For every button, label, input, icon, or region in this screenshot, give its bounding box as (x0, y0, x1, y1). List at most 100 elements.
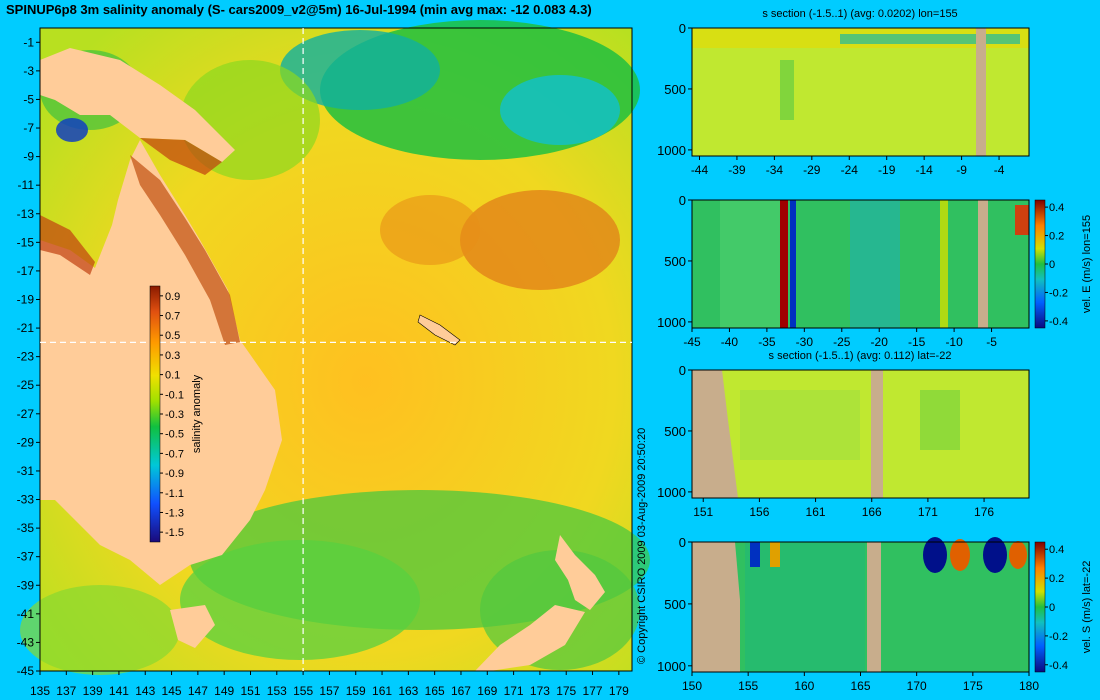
new-guinea-landmass (40, 48, 235, 162)
map-y-tick-label: -13 (17, 207, 35, 221)
section-y-tick-label: 1000 (657, 143, 686, 158)
section4-eddy (1009, 541, 1027, 569)
section-x-tick-label: -20 (871, 335, 889, 349)
map-y-tick-label: -1 (23, 35, 34, 49)
salinity-colorbar-tick-label: 0.3 (165, 350, 180, 362)
salinity-colorbar-gradient (149, 285, 161, 543)
section3-land-column (871, 370, 883, 498)
vel-e-section-lon155-plot: -45 -40 -35 -30 -25 -20 -15 -10 -5 0 500 1000 (657, 193, 1030, 349)
s-section-lon155-plot: -44 -39 -34 -29 -24 -19 -14 -9 -4 0 500 1000 (657, 21, 1030, 177)
coastal-salty-band (130, 155, 240, 345)
fresh-river-patch (56, 118, 88, 142)
map-x-tick-label: 157 (319, 684, 339, 698)
salinity-colorbar-tick-label: 0.1 (165, 370, 180, 382)
map-x-tick-label: 135 (30, 684, 50, 698)
vel-e-colorbar-ticks: 0.4 0.2 0 -0.2 -0.4 (1045, 202, 1068, 328)
section-y-tick-label: 500 (664, 82, 686, 97)
section-y-tick-label: 500 (664, 424, 686, 439)
section-y-tick-label: 1000 (657, 659, 686, 674)
salinity-colorbar-tick-label: 0.7 (165, 311, 180, 323)
vel-colorbar-tick-label: 0.2 (1049, 573, 1064, 585)
s-section-lat-22-plot: 151 156 161 166 171 176 0 500 1000 (657, 363, 1030, 519)
gulf-salty-patch (140, 138, 222, 175)
map-x-tick-label: 145 (162, 684, 182, 698)
section4-band (770, 542, 780, 567)
map-y-tick-label: -9 (23, 150, 34, 164)
section2-strong-west (790, 200, 796, 328)
section-x-tick-label: 161 (806, 505, 826, 519)
map-fresh-patch (280, 30, 440, 110)
map-y-tick-label: -21 (17, 321, 35, 335)
map-x-tick-label: 143 (135, 684, 155, 698)
map-fresh-south (180, 540, 420, 660)
section-y-tick-label: 500 (664, 597, 686, 612)
map-y-tick-label: -43 (17, 635, 35, 649)
section4-eddy (983, 537, 1007, 573)
salinity-map: 135 137 139 141 143 145 147 149 151 153 155 157 159 1… (17, 20, 650, 698)
section2-strong-east (780, 200, 788, 328)
map-x-tick-label: 161 (372, 684, 392, 698)
section2-ticks: -45 -40 -35 -30 -25 -20 -15 -10 -5 0 500 1000 (657, 193, 997, 349)
salinity-colorbar-ticks: 0.9 0.7 0.5 0.3 0.1 -0.1 -0.3 -0.5 -0.7 -0.9 -1.1 -… (160, 291, 184, 539)
salinity-colorbar-tick-label: -0.7 (165, 448, 184, 460)
vel-s-colorbar-ticks: 0.4 0.2 0 -0.2 -0.4 (1045, 544, 1068, 672)
section-x-tick-label: -39 (728, 163, 746, 177)
map-x-tick-label: 141 (109, 684, 129, 698)
salinity-colorbar-tick-label: -0.9 (165, 468, 184, 480)
australia-landmass (40, 140, 282, 585)
section1-field (692, 28, 1029, 156)
section2-band (720, 200, 780, 328)
section1-land-column (976, 28, 986, 156)
section-x-tick-label: -14 (915, 163, 933, 177)
new-caledonia (417, 314, 461, 346)
map-salty-patch (380, 195, 480, 265)
section3-title: s section (-1.5..1) (avg: 0.112) lat=-22 (769, 350, 952, 362)
map-y-tick-label: -25 (17, 378, 35, 392)
section-x-tick-label: -24 (841, 163, 859, 177)
vel-colorbar-tick-label: 0.4 (1049, 544, 1064, 556)
section-x-tick-label: -44 (691, 163, 709, 177)
section4-eddy (950, 539, 970, 571)
tasmania-landmass (170, 605, 215, 648)
section-x-tick-label: -45 (683, 335, 701, 349)
vel-colorbar-tick-label: -0.2 (1049, 287, 1068, 299)
map-x-tick-label: 177 (583, 684, 603, 698)
salinity-colorbar-tick-label: 0.5 (165, 330, 180, 342)
map-y-tick-label: -33 (17, 493, 35, 507)
section2-hotspot (1015, 205, 1029, 235)
section2-band (940, 200, 948, 328)
map-y-tick-label: -31 (17, 464, 35, 478)
section-x-tick-label: -30 (796, 335, 814, 349)
map-field-patch (20, 585, 180, 675)
map-x-tick-label: 147 (188, 684, 208, 698)
map-x-tick-label: 149 (214, 684, 234, 698)
vel-e-colorbar: 0.4 0.2 0 -0.2 -0.4 vel. E (m/s) lon=155 (1034, 199, 1093, 329)
section-x-tick-label: -40 (721, 335, 739, 349)
map-x-tick-label: 165 (425, 684, 445, 698)
map-frame (39, 27, 633, 672)
vel-colorbar-tick-label: -0.4 (1049, 660, 1068, 672)
section1-anomaly (780, 60, 794, 120)
section-x-tick-label: 175 (963, 679, 983, 693)
section4-band (745, 542, 865, 672)
salinity-colorbar-tick-label: -1.5 (165, 527, 184, 539)
vel-s-colorbar-label: vel. S (m/s) lat=-22 (1081, 561, 1093, 654)
section-x-tick-label: 156 (749, 505, 769, 519)
map-x-tick-label: 169 (477, 684, 497, 698)
map-x-tick-label: 179 (609, 684, 629, 698)
vel-colorbar-tick-label: 0 (1049, 602, 1055, 614)
map-y-tick-label: -45 (17, 664, 35, 678)
map-fresh-patch (500, 75, 620, 145)
section-x-tick-label: 180 (1019, 679, 1039, 693)
section1-title: s section (-1.5..1) (avg: 0.0202) lon=15… (762, 8, 957, 20)
map-y-tick-label: -15 (17, 235, 35, 249)
section3-band (740, 390, 860, 460)
vel-s-colorbar-gradient (1034, 541, 1046, 673)
vel-s-colorbar: 0.4 0.2 0 -0.2 -0.4 vel. S (m/s) lat=-22 (1034, 541, 1093, 673)
section4-eddy (923, 537, 947, 573)
map-x-tick-label: 139 (83, 684, 103, 698)
section2-frame (691, 199, 1030, 329)
section-y-tick-label: 500 (664, 254, 686, 269)
salinity-colorbar-tick-label: -0.5 (165, 429, 184, 441)
section2-land-column (978, 200, 988, 328)
